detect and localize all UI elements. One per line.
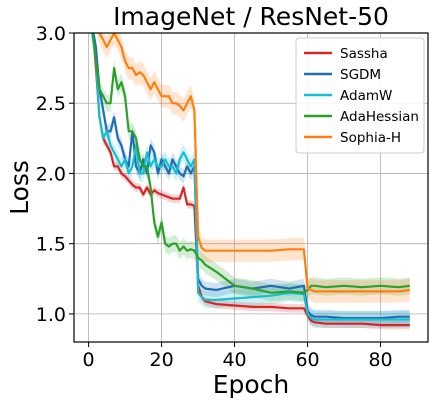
legend-label-sassha: Sassha: [340, 46, 388, 62]
x-tick-label: 0: [83, 349, 95, 371]
legend-label-sgdm: SGDM: [340, 67, 381, 83]
y-tick-label: 2.5: [36, 93, 66, 115]
x-axis-label: Epoch: [213, 370, 290, 399]
legend-box: [295, 37, 425, 154]
sophia-h-line: [98, 33, 410, 293]
y-tick-label: 3.0: [36, 23, 66, 45]
axis-ticks: 0 20 40 60 80 1.0 1.5 2.0 2.5 3.0: [36, 23, 393, 371]
legend-label-sophia-h: Sophia-H: [340, 130, 401, 146]
series-lines: [91, 33, 410, 327]
y-tick-label: 1.5: [36, 234, 66, 256]
y-tick-label: 1.0: [36, 304, 66, 326]
legend: Sassha SGDM AdamW AdaHessian Sophia-H: [295, 37, 425, 154]
sophia-h-band: [96, 33, 410, 303]
adamw-line: [91, 33, 410, 321]
legend-label-adahessian: AdaHessian: [340, 109, 419, 125]
legend-label-adamw: AdamW: [340, 88, 392, 104]
x-tick-label: 40: [222, 349, 246, 371]
confidence-bands: [91, 33, 410, 330]
x-tick-label: 20: [149, 349, 173, 371]
x-tick-label: 60: [295, 349, 319, 371]
x-tick-label: 80: [368, 349, 392, 371]
y-axis-label: Loss: [5, 160, 34, 215]
chart-title: ImageNet / ResNet-50: [113, 2, 389, 31]
plot-frame: [73, 32, 429, 343]
y-tick-label: 2.0: [36, 163, 66, 185]
